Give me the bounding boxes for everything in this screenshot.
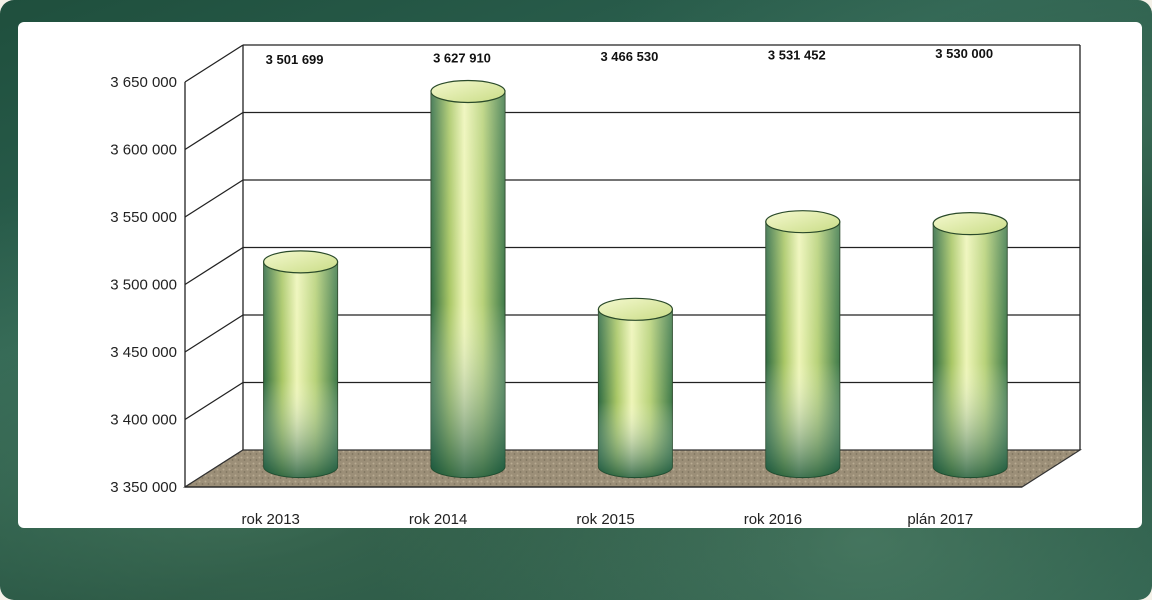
x-tick-label: rok 2016 <box>744 511 802 528</box>
x-tick-label: rok 2014 <box>409 511 467 528</box>
bar <box>932 212 1008 479</box>
y-tick-label: 3 600 000 <box>110 142 177 159</box>
side-gridline <box>184 314 244 353</box>
bar <box>263 250 339 479</box>
data-label: 3 466 530 <box>600 49 658 64</box>
side-gridline <box>184 111 244 151</box>
data-label: 3 501 699 <box>266 52 324 67</box>
y-tick-label: 3 550 000 <box>110 209 177 226</box>
bar <box>765 210 841 479</box>
bar-cap <box>932 212 1008 236</box>
y-tick-label: 3 350 000 <box>110 479 177 496</box>
side-gridline <box>184 246 244 286</box>
y-tick-label: 3 500 000 <box>110 277 177 294</box>
bar-cap <box>597 297 674 321</box>
bar-cap <box>263 250 339 274</box>
label-layer: rok 2013 3 501 699 rok 2014 3 627 910 rok 20… <box>242 46 994 528</box>
y-tick-label: 3 450 000 <box>110 344 177 361</box>
side-gridline <box>184 381 244 421</box>
bar-shade <box>933 223 1008 478</box>
bar-shade <box>263 261 338 478</box>
x-tick-label: rok 2015 <box>576 511 634 528</box>
x-tick-label: rok 2013 <box>242 511 300 528</box>
bar-shade <box>598 309 673 478</box>
data-label: 3 530 000 <box>935 46 993 61</box>
bar <box>597 297 674 479</box>
bar-shade <box>431 91 505 478</box>
bar-cap <box>765 210 841 234</box>
x-tick-label: plán 2017 <box>907 511 973 528</box>
bar-layer <box>263 79 1008 479</box>
side-gridline <box>184 44 244 83</box>
bar <box>430 79 506 479</box>
y-tick-label: 3 400 000 <box>110 412 177 429</box>
bar-shade <box>765 221 840 478</box>
axis-layer: 3 350 000 3 400 000 3 450 000 3 500 000 3 55… <box>110 45 1081 496</box>
data-label: 3 531 452 <box>768 48 826 63</box>
data-label: 3 627 910 <box>433 51 491 66</box>
side-gridline <box>184 179 244 218</box>
y-tick-label: 3 650 000 <box>110 74 177 91</box>
bar-cap <box>430 79 506 104</box>
